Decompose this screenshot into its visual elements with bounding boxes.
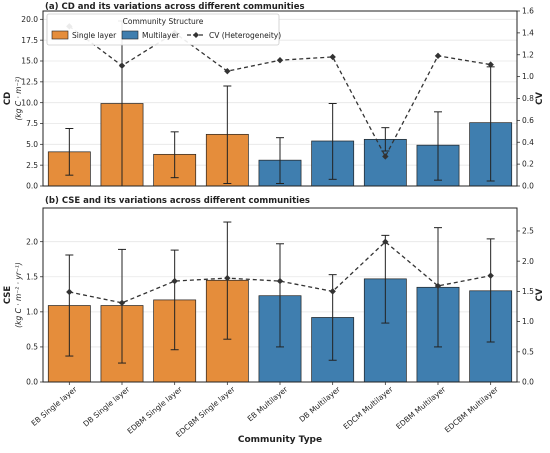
y-tick-label: 0.0 — [26, 182, 38, 191]
x-tick-label: EDCBM Single layer — [174, 384, 237, 439]
y-axis-unit: (kg C · m⁻²) — [14, 76, 23, 120]
y-tick-label: 0.5 — [26, 343, 38, 352]
y2-tick-label: 2.5 — [522, 227, 534, 236]
y-tick-label: 0.0 — [26, 378, 38, 387]
y2-axis-label: CV — [535, 92, 545, 105]
x-tick-label: EB Single layer — [30, 384, 80, 428]
y-tick-label: 15.0 — [21, 57, 38, 66]
y2-tick-label: 1.2 — [522, 50, 534, 59]
cv-point — [487, 61, 494, 68]
panel-title: (b) CSE and its variations across differ… — [45, 196, 310, 206]
cv-point — [66, 288, 73, 296]
x-axis-label: Community Type — [238, 435, 322, 445]
cv-point — [434, 282, 442, 290]
y2-tick-label: 0.2 — [522, 160, 534, 169]
legend-label-cv: CV (Heterogeneity) — [209, 31, 281, 40]
x-tick-label: EDCM Multilayer — [342, 384, 396, 431]
y2-tick-label: 0.5 — [522, 347, 534, 356]
x-tick-label: DB Multilayer — [298, 384, 343, 424]
cv-point — [171, 277, 178, 285]
cv-line — [69, 240, 491, 304]
y-tick-label: 1.5 — [26, 272, 38, 281]
legend-marker-cv — [193, 32, 199, 38]
legend-label-multi: Multilayer — [142, 31, 180, 40]
y2-tick-label: 1.6 — [522, 7, 534, 16]
cv-point — [224, 274, 231, 282]
legend-swatch-single — [51, 30, 69, 40]
y-tick-label: 2.5 — [26, 161, 38, 170]
y-axis-unit: (kg C · m⁻² · yr⁻¹) — [14, 262, 23, 328]
x-tick-label: EB Multilayer — [246, 384, 290, 423]
y2-tick-label: 0.0 — [522, 378, 534, 387]
cv-point — [329, 288, 336, 295]
y2-tick-label: 1.0 — [522, 317, 534, 326]
y-tick-label: 1.0 — [26, 307, 38, 316]
cv-point — [434, 52, 442, 60]
y2-tick-label: 2.0 — [522, 257, 534, 266]
legend-title: Community Structure — [123, 17, 204, 26]
y2-tick-label: 0.4 — [522, 138, 534, 147]
y2-tick-label: 1.5 — [522, 287, 534, 296]
plot-frame — [42, 10, 518, 187]
y-tick-label: 20.0 — [21, 15, 38, 24]
y-tick-label: 12.5 — [21, 77, 38, 86]
y-tick-label: 2.0 — [26, 237, 38, 246]
y-tick-label: 17.5 — [21, 36, 38, 45]
cv-point — [276, 57, 284, 64]
y2-tick-label: 0.6 — [522, 116, 534, 125]
cv-point — [487, 272, 494, 279]
legend-label-single: Single layer — [72, 31, 117, 40]
cv-point — [329, 53, 336, 61]
x-tick-label: DB Single layer — [81, 384, 132, 428]
panel-title: (a) CD and its variations across differe… — [45, 2, 305, 12]
panel-b: 0.0 0.5 1.0 1.5 2.0 0.0 0.5 1.0 1.5 2.0 2.5 (b) CSE… — [3, 196, 545, 445]
legend: Community Structure Single layer Multilaye… — [46, 13, 281, 46]
y2-tick-label: 0.0 — [522, 182, 534, 191]
cv-point — [382, 238, 389, 246]
cv-point — [276, 277, 284, 285]
y2-axis-label: CV — [535, 288, 545, 301]
y2-tick-label: 0.8 — [522, 94, 534, 103]
y-axis-label: CSE — [3, 286, 13, 305]
y2-tick-label: 1.0 — [522, 72, 534, 81]
y2-tick-label: 1.4 — [522, 28, 534, 37]
panel-a: 0.0 2.5 5.0 7.5 10.0 12.5 15.0 17.5 20.0 0.0 0.2 0.… — [3, 2, 545, 191]
x-tick-label: EDBM Multilayer — [394, 384, 448, 431]
cv-point — [118, 299, 126, 307]
cv-point — [224, 67, 231, 75]
x-tick-label: EDBM Single layer — [125, 384, 184, 436]
legend-box — [46, 13, 280, 46]
y-axis-label: CD — [3, 92, 13, 105]
cv-point — [382, 153, 389, 160]
legend-swatch-multi — [121, 30, 139, 40]
x-tick-label: EDCBM Multilayer — [443, 384, 501, 434]
y-tick-label: 10.0 — [21, 98, 38, 107]
y-tick-label: 5.0 — [26, 140, 38, 149]
y-tick-label: 7.5 — [26, 119, 38, 128]
cv-point — [118, 62, 126, 69]
